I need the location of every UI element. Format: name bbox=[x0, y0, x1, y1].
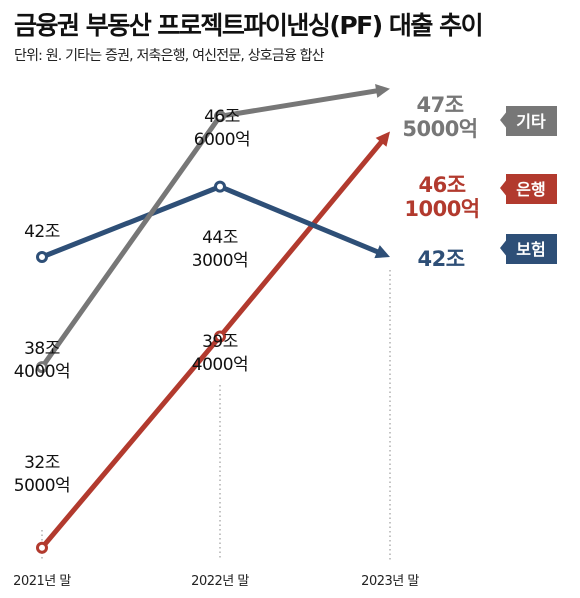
unit-note: 단위: 원. 기타는 증권, 저축은행, 여신전문, 상호금융 합산 bbox=[14, 48, 325, 64]
series-tag-기타: 기타 bbox=[500, 106, 557, 136]
x-tick-label: 2023년 말 bbox=[361, 574, 419, 589]
data-point bbox=[214, 180, 226, 193]
data-point bbox=[214, 110, 226, 123]
chart-title: 금융권 부동산 프로젝트파이낸싱(PF) 대출 추이 bbox=[14, 11, 484, 40]
data-point bbox=[36, 361, 48, 374]
arrowhead-기타 bbox=[375, 84, 390, 98]
value-label: 47조 5000억 bbox=[402, 93, 477, 141]
value-label: 42조 bbox=[24, 222, 60, 242]
value-label: 42조 bbox=[417, 247, 464, 271]
data-point bbox=[214, 330, 226, 343]
x-tick-label: 2022년 말 bbox=[191, 574, 249, 589]
value-label: 46조 1000억 bbox=[404, 173, 479, 221]
data-point bbox=[36, 251, 48, 263]
series-tag-은행: 은행 bbox=[500, 174, 557, 204]
value-label: 32조 5000억 bbox=[14, 453, 70, 496]
data-point bbox=[36, 541, 48, 554]
series-tag-label: 기타 bbox=[516, 112, 546, 131]
value-label: 38조 4000억 bbox=[14, 339, 70, 382]
series-tag-보험: 보험 bbox=[500, 234, 557, 264]
series-tag-label: 은행 bbox=[516, 180, 545, 199]
value-label: 39조 4000억 bbox=[192, 332, 248, 375]
series-tag-label: 보험 bbox=[516, 240, 545, 259]
arrowhead-보험 bbox=[374, 245, 390, 259]
arrowhead-은행 bbox=[375, 131, 390, 147]
value-label: 44조 3000억 bbox=[192, 228, 248, 271]
x-tick-label: 2021년 말 bbox=[13, 574, 71, 589]
value-label: 46조 6000억 bbox=[194, 107, 250, 150]
